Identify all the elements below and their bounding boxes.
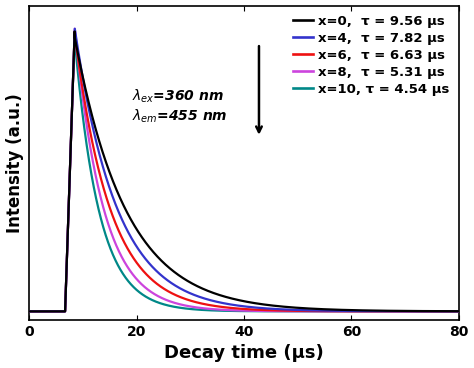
Legend: x=0,  τ = 9.56 μs, x=4,  τ = 7.82 μs, x=6,  τ = 6.63 μs, x=8,  τ = 5.31 μs, x=10: x=0, τ = 9.56 μs, x=4, τ = 7.82 μs, x=6,… <box>291 12 452 98</box>
Y-axis label: Intensity (a.u.): Intensity (a.u.) <box>6 93 24 233</box>
Text: $\lambda_{ex}$=360 nm
$\lambda_{em}$=455 nm: $\lambda_{ex}$=360 nm $\lambda_{em}$=455… <box>132 88 228 125</box>
X-axis label: Decay time (μs): Decay time (μs) <box>164 344 324 362</box>
